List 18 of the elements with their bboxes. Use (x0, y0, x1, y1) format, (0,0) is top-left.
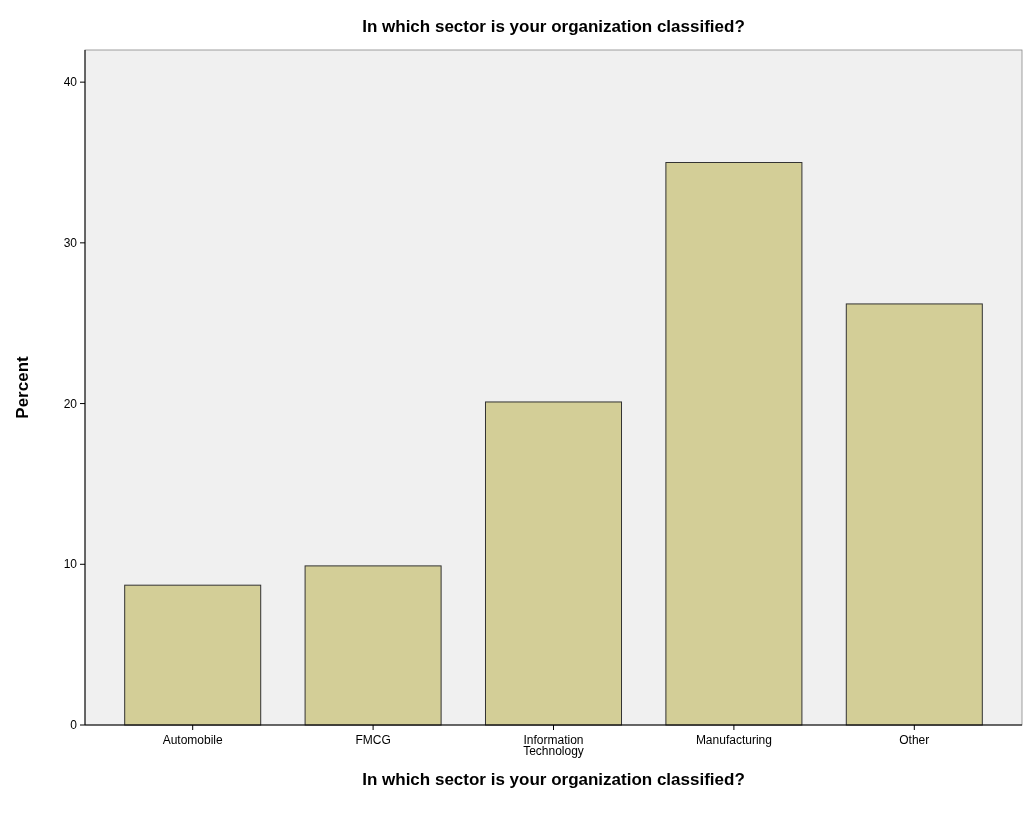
bar (304, 565, 442, 726)
y-tick-label: 40 (63, 75, 78, 90)
y-tick-label: 20 (63, 396, 78, 411)
x-tick-label: Other (899, 733, 930, 747)
x-tick-label: FMCG (355, 733, 391, 747)
y-axis-title: Percent (13, 355, 32, 419)
x-axis-title: In which sector is your organization classified? (362, 770, 745, 789)
x-tick-label: Information Technology (523, 733, 584, 758)
y-tick-label: 30 (63, 236, 78, 251)
x-tick-label: Automobile (162, 733, 224, 747)
bar (484, 401, 623, 726)
x-tick-label: Manufacturing (695, 733, 772, 747)
chart-title: In which sector is your organization classified? (362, 17, 745, 36)
y-tick-label: 10 (63, 557, 78, 572)
bar (124, 584, 262, 726)
y-tick-label: 0 (70, 718, 78, 733)
bar (845, 303, 983, 726)
bar (665, 162, 803, 726)
